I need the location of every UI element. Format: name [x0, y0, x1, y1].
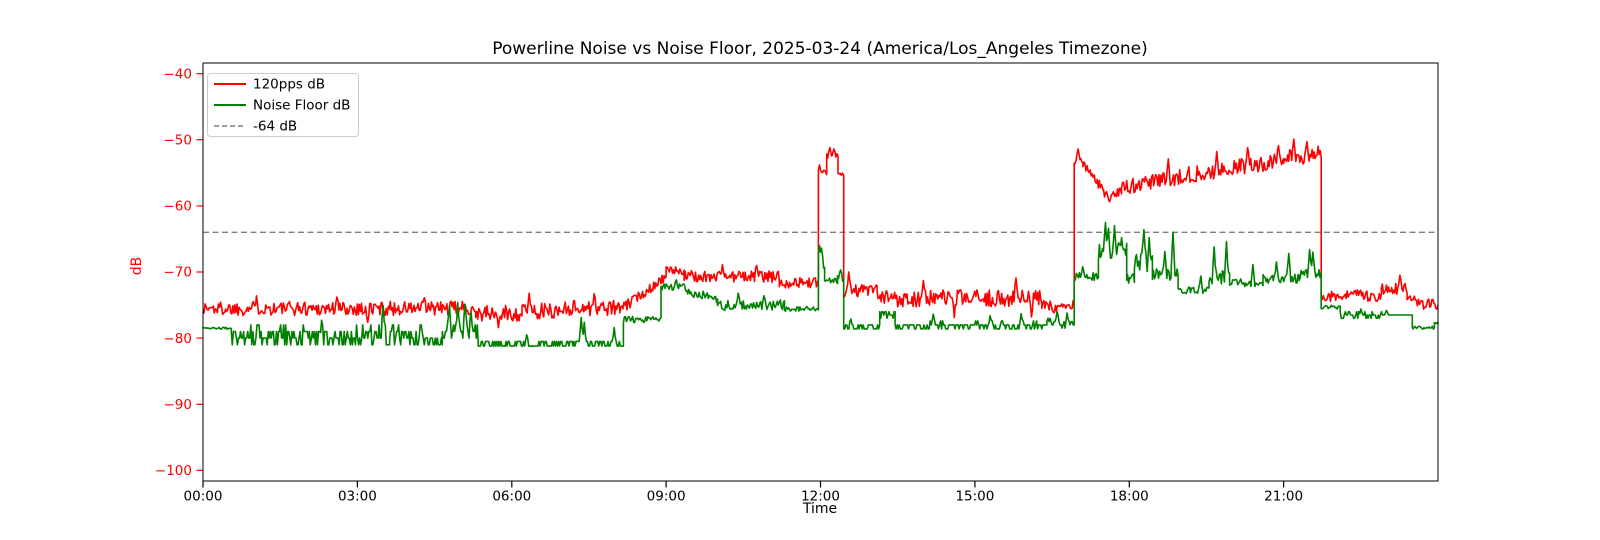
y-axis-label: dB	[129, 257, 145, 276]
x-tick-label: 06:00	[492, 489, 531, 505]
x-tick-label: 18:00	[1110, 489, 1149, 505]
x-tick-label: 00:00	[184, 489, 223, 505]
legend-box	[207, 73, 359, 137]
x-axis-label: Time	[802, 501, 837, 517]
y-tick-label: −60	[164, 199, 193, 215]
legend: 120pps dB Noise Floor dB -64 dB	[207, 73, 359, 137]
y-tick-label: −40	[164, 66, 193, 82]
plot-area	[202, 62, 1439, 482]
chart-title: Powerline Noise vs Noise Floor, 2025-03-…	[492, 39, 1148, 59]
x-tick-label: 12:00	[801, 489, 840, 505]
y-tick-label: −90	[164, 397, 193, 413]
x-tick-label: 03:00	[338, 489, 377, 505]
series-line-noise-floor-db	[202, 221, 1439, 347]
y-tick-label: −70	[164, 265, 193, 281]
ticks-layer: −40 −50 −60 −70 −80 −90 −100 00:00 03:00 06:00 09:…	[155, 66, 1303, 504]
legend-label-noise-floor: Noise Floor dB	[253, 98, 350, 114]
legend-label-threshold: -64 dB	[253, 119, 297, 135]
series-line-120pps-db	[202, 138, 1439, 329]
x-tick-label: 15:00	[955, 489, 994, 505]
series-layer	[202, 138, 1439, 347]
y-tick-label: −50	[164, 132, 193, 148]
legend-label-120pps: 120pps dB	[253, 77, 325, 93]
y-tick-label: −80	[164, 331, 193, 347]
x-tick-label: 09:00	[647, 489, 686, 505]
x-tick-label: 21:00	[1264, 489, 1303, 505]
y-tick-label: −100	[155, 463, 192, 479]
